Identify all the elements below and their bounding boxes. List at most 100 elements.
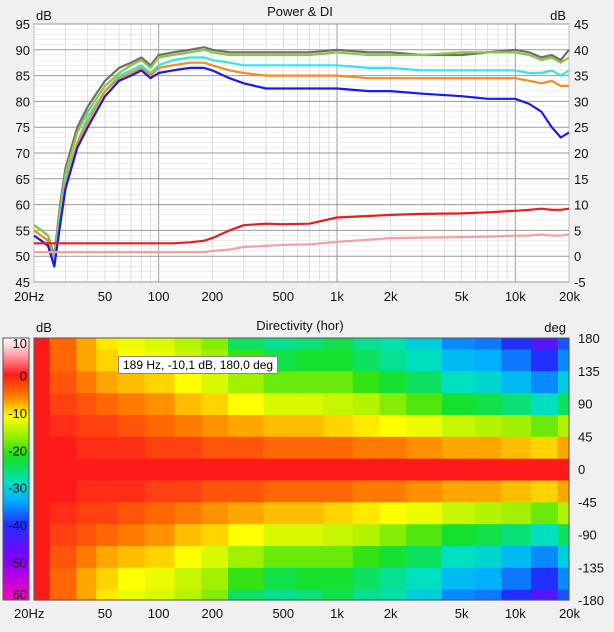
heatmap-cell	[118, 414, 146, 437]
colorbar-tick-label: 0	[20, 368, 27, 383]
heatmap-cell	[531, 392, 559, 415]
heatmap-cell	[501, 436, 532, 459]
left-tick-label: 95	[16, 17, 30, 32]
heatmap-cell	[323, 545, 354, 568]
right-tick-label: 10	[574, 198, 588, 213]
heatmap-cell	[557, 348, 570, 372]
heatmap-cell	[174, 501, 202, 525]
right-tick-label: 40	[574, 43, 588, 58]
heatmap-cell	[557, 392, 570, 415]
right-tick-label: 135	[578, 364, 600, 379]
heatmap-cell	[174, 370, 202, 394]
heatmap-cell	[406, 392, 443, 415]
heatmap-cell	[296, 348, 324, 372]
heatmap-cell	[323, 370, 354, 394]
heatmap-cell	[96, 338, 119, 350]
heatmap-cell	[557, 458, 570, 481]
heatmap-cell	[352, 348, 381, 372]
heatmap-cell	[96, 589, 119, 601]
heatmap-cell	[501, 589, 532, 601]
heatmap-cell	[34, 501, 51, 525]
heatmap-cell	[174, 479, 202, 503]
heatmap-cell	[228, 436, 265, 459]
heatmap-cell	[118, 436, 146, 459]
heatmap-cell	[441, 545, 476, 568]
heatmap-cell	[49, 523, 78, 546]
heatmap-cell	[201, 545, 229, 568]
heatmap-cell	[531, 338, 559, 350]
heatmap-cell	[474, 523, 503, 546]
heatmap-cell	[76, 348, 97, 372]
heatmap-cell	[34, 370, 51, 394]
heatmap-cell	[144, 436, 175, 459]
heatmap-cell	[201, 458, 229, 481]
x-tick-label: 2k	[384, 606, 398, 621]
heatmap-cell	[379, 348, 407, 372]
heatmap-cell	[557, 436, 570, 459]
heatmap-cell	[263, 414, 297, 437]
heatmap-cell	[474, 545, 503, 568]
heatmap-cell	[34, 414, 51, 437]
heatmap-cell	[531, 370, 559, 394]
heatmap-cell	[474, 338, 503, 350]
heatmap-cell	[96, 567, 119, 590]
heatmap-cell	[228, 545, 265, 568]
heatmap-cell	[263, 392, 297, 415]
heatmap-cell	[406, 523, 443, 546]
heatmap-cell	[263, 338, 297, 350]
right-tick-label: 45	[574, 17, 588, 32]
heatmap-cell	[441, 392, 476, 415]
heatmap-cell	[34, 348, 51, 372]
heatmap-cell	[49, 479, 78, 503]
series-line	[34, 233, 570, 254]
heatmap-cell	[144, 589, 175, 601]
right-tick-label: -135	[578, 560, 604, 575]
heatmap-cell	[263, 545, 297, 568]
heatmap-cell	[96, 479, 119, 503]
right-tick-label: 180	[578, 331, 600, 346]
heatmap-cell	[263, 436, 297, 459]
heatmap-cell	[531, 523, 559, 546]
heatmap-cell	[474, 348, 503, 372]
heatmap-cell	[174, 545, 202, 568]
colorbar-tick-label: -60	[8, 587, 27, 602]
heatmap-cell	[379, 501, 407, 525]
heatmap-cell	[118, 523, 146, 546]
heatmap-cell	[531, 348, 559, 372]
left-tick-label: 80	[16, 94, 30, 109]
heatmap-cell	[379, 392, 407, 415]
heatmap-cell	[49, 501, 78, 525]
right-tick-label: 90	[578, 397, 592, 412]
heatmap-cell	[34, 338, 51, 350]
heatmap-cell	[96, 545, 119, 568]
heatmap-cell	[174, 458, 202, 481]
heatmap-cell	[228, 414, 265, 437]
x-tick-label: 100	[148, 606, 170, 621]
heatmap-cell	[76, 545, 97, 568]
heatmap-cell	[49, 567, 78, 590]
directivity-chart: 100-10-20-30-40-50-6018013590450-45-90-1…	[2, 318, 604, 621]
heatmap-cell	[531, 479, 559, 503]
x-tick-label: 100	[148, 289, 170, 304]
heatmap-cell	[441, 414, 476, 437]
directivity-right-unit: deg	[544, 320, 566, 335]
heatmap-cell	[34, 567, 51, 590]
heatmap-cell	[49, 414, 78, 437]
heatmap-cell	[144, 479, 175, 503]
heatmap-cell	[296, 392, 324, 415]
heatmap-cell	[441, 370, 476, 394]
x-tick-label: 20Hz	[14, 606, 44, 621]
heatmap-cell	[76, 370, 97, 394]
heatmap-cell	[201, 479, 229, 503]
heatmap-cell	[118, 567, 146, 590]
right-tick-label: 45	[578, 429, 592, 444]
colorbar-tick-label: -50	[8, 556, 27, 571]
heatmap-cell	[228, 338, 265, 350]
heatmap-cell	[296, 458, 324, 481]
x-tick-label: 200	[201, 606, 223, 621]
heatmap-cell	[352, 392, 381, 415]
heatmap-cell	[144, 501, 175, 525]
right-tick-label: 25	[574, 120, 588, 135]
heatmap-cell	[531, 458, 559, 481]
heatmap-cell	[201, 414, 229, 437]
